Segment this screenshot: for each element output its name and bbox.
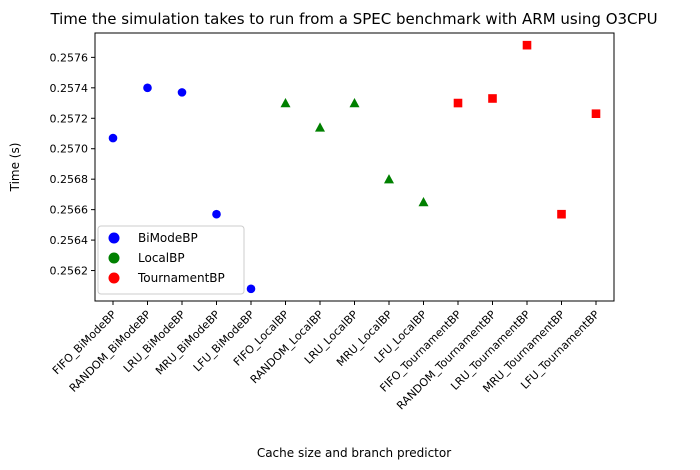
- legend-label: BiModeBP: [138, 231, 198, 245]
- y-tick-label: 0.2566: [50, 204, 89, 217]
- legend-box: [97, 225, 245, 295]
- y-tick-label: 0.2564: [50, 234, 89, 247]
- chart-title: Time the simulation takes to run from a …: [49, 10, 657, 28]
- data-point: [384, 174, 394, 184]
- data-point: [453, 98, 463, 108]
- x-tick-label: LFU_BiModeBP: [191, 308, 258, 375]
- data-point: [315, 122, 325, 132]
- y-tick-label: 0.2570: [50, 143, 89, 156]
- y-tick-label: 0.2562: [50, 265, 89, 278]
- legend: BiModeBP LocalBP TournamentBP: [97, 225, 245, 295]
- y-axis-label: Time (s): [8, 143, 22, 193]
- legend-marker: [108, 272, 120, 284]
- legend-marker: [108, 232, 120, 244]
- data-point: [246, 284, 256, 294]
- legend-marker: [108, 252, 120, 264]
- data-point: [177, 88, 187, 97]
- data-point: [522, 40, 532, 50]
- y-axis: 0.2562 0.2564 0.2566 0.2568 0.2570 0.2572 0.25…: [50, 51, 95, 278]
- data-point: [591, 109, 601, 119]
- y-tick-label: 0.2572: [50, 112, 89, 125]
- x-axis-label: Cache size and branch predictor: [257, 446, 451, 460]
- data-point: [280, 98, 291, 108]
- legend-label: LocalBP: [138, 251, 185, 265]
- x-tick-label: LRU_BiModeBP: [121, 308, 188, 375]
- data-point: [418, 197, 429, 207]
- x-axis: FIFO_BiModeBPRANDOM_BiModeBPLRU_BiModeBP…: [50, 301, 602, 412]
- data-point: [349, 98, 360, 108]
- data-point: [488, 94, 497, 103]
- y-tick-label: 0.2574: [50, 82, 89, 95]
- y-tick-label: 0.2568: [50, 173, 89, 186]
- data-point: [212, 209, 221, 219]
- data-points: [108, 40, 601, 294]
- legend-label: TournamentBP: [137, 271, 225, 285]
- y-tick-label: 0.2576: [50, 51, 89, 64]
- data-point: [108, 133, 118, 143]
- data-point: [143, 83, 152, 93]
- data-point: [557, 209, 566, 219]
